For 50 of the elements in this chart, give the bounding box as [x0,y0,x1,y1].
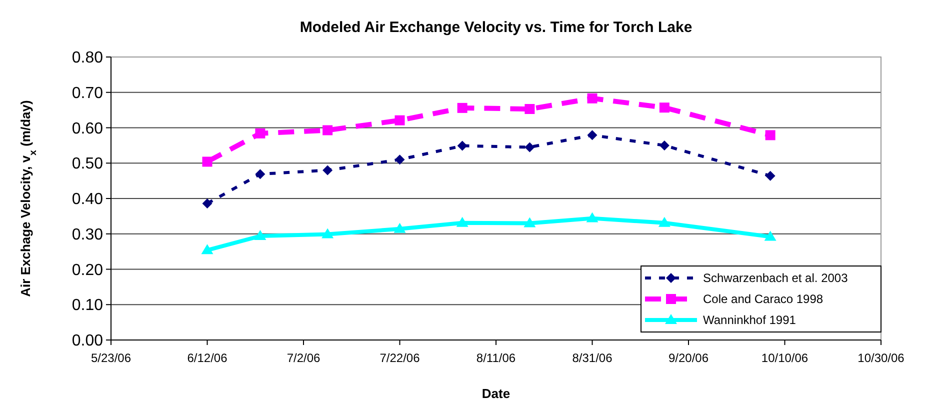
point [202,198,212,208]
chart-title: Modeled Air Exchange Velocity vs. Time for Torch Lake [300,19,692,36]
point [586,212,598,222]
y-tick-label: 0.80 [72,50,104,67]
point [659,140,670,150]
y-tick-label: 0.40 [72,191,104,208]
y-tick-label: 0.30 [72,226,104,244]
y-tick-label: 0.10 [72,297,104,314]
y-tick-label: 0.60 [72,120,104,138]
point [394,222,406,233]
x-tick-label: 5/23/06 [90,351,132,365]
point [587,130,598,140]
point [587,93,598,104]
point [659,102,670,113]
legend-label: Cole and Caraco 1998 [703,292,824,306]
x-tick-label: 9/20/06 [668,351,709,365]
point [255,169,266,180]
point [658,216,670,227]
point [254,230,266,240]
point [322,125,333,136]
point [202,156,212,167]
point [524,104,535,114]
point [524,217,536,228]
point [765,170,776,181]
x-tick-label: 8/31/06 [572,351,613,365]
point [322,165,333,176]
x-tick-label: 7/2/06 [286,351,320,365]
point [456,216,468,227]
y-tick-label: 0.00 [72,332,104,350]
x-axis-title: Date [482,386,510,401]
point [394,154,405,165]
point [457,140,468,151]
legend-label: Schwarzenbach et al. 2003 [703,271,848,286]
point [201,244,214,254]
point [322,228,334,238]
point [765,130,776,140]
point [394,115,405,126]
legend-label: Wanninkhof 1991 [703,313,796,328]
x-tick-label: 7/22/06 [380,351,420,365]
y-tick-label: 0.50 [72,156,104,173]
point [457,102,468,113]
x-tick-label: 10/30/06 [858,351,905,365]
x-tick-label: 6/12/06 [187,351,228,365]
point [764,230,776,241]
point [255,128,266,138]
point [524,142,535,152]
x-tick-label: 8/11/06 [476,351,516,365]
y-tick-label: 0.70 [72,84,104,102]
y-tick-label: 0.20 [72,262,104,279]
x-tick-label: 10/10/06 [761,351,808,365]
